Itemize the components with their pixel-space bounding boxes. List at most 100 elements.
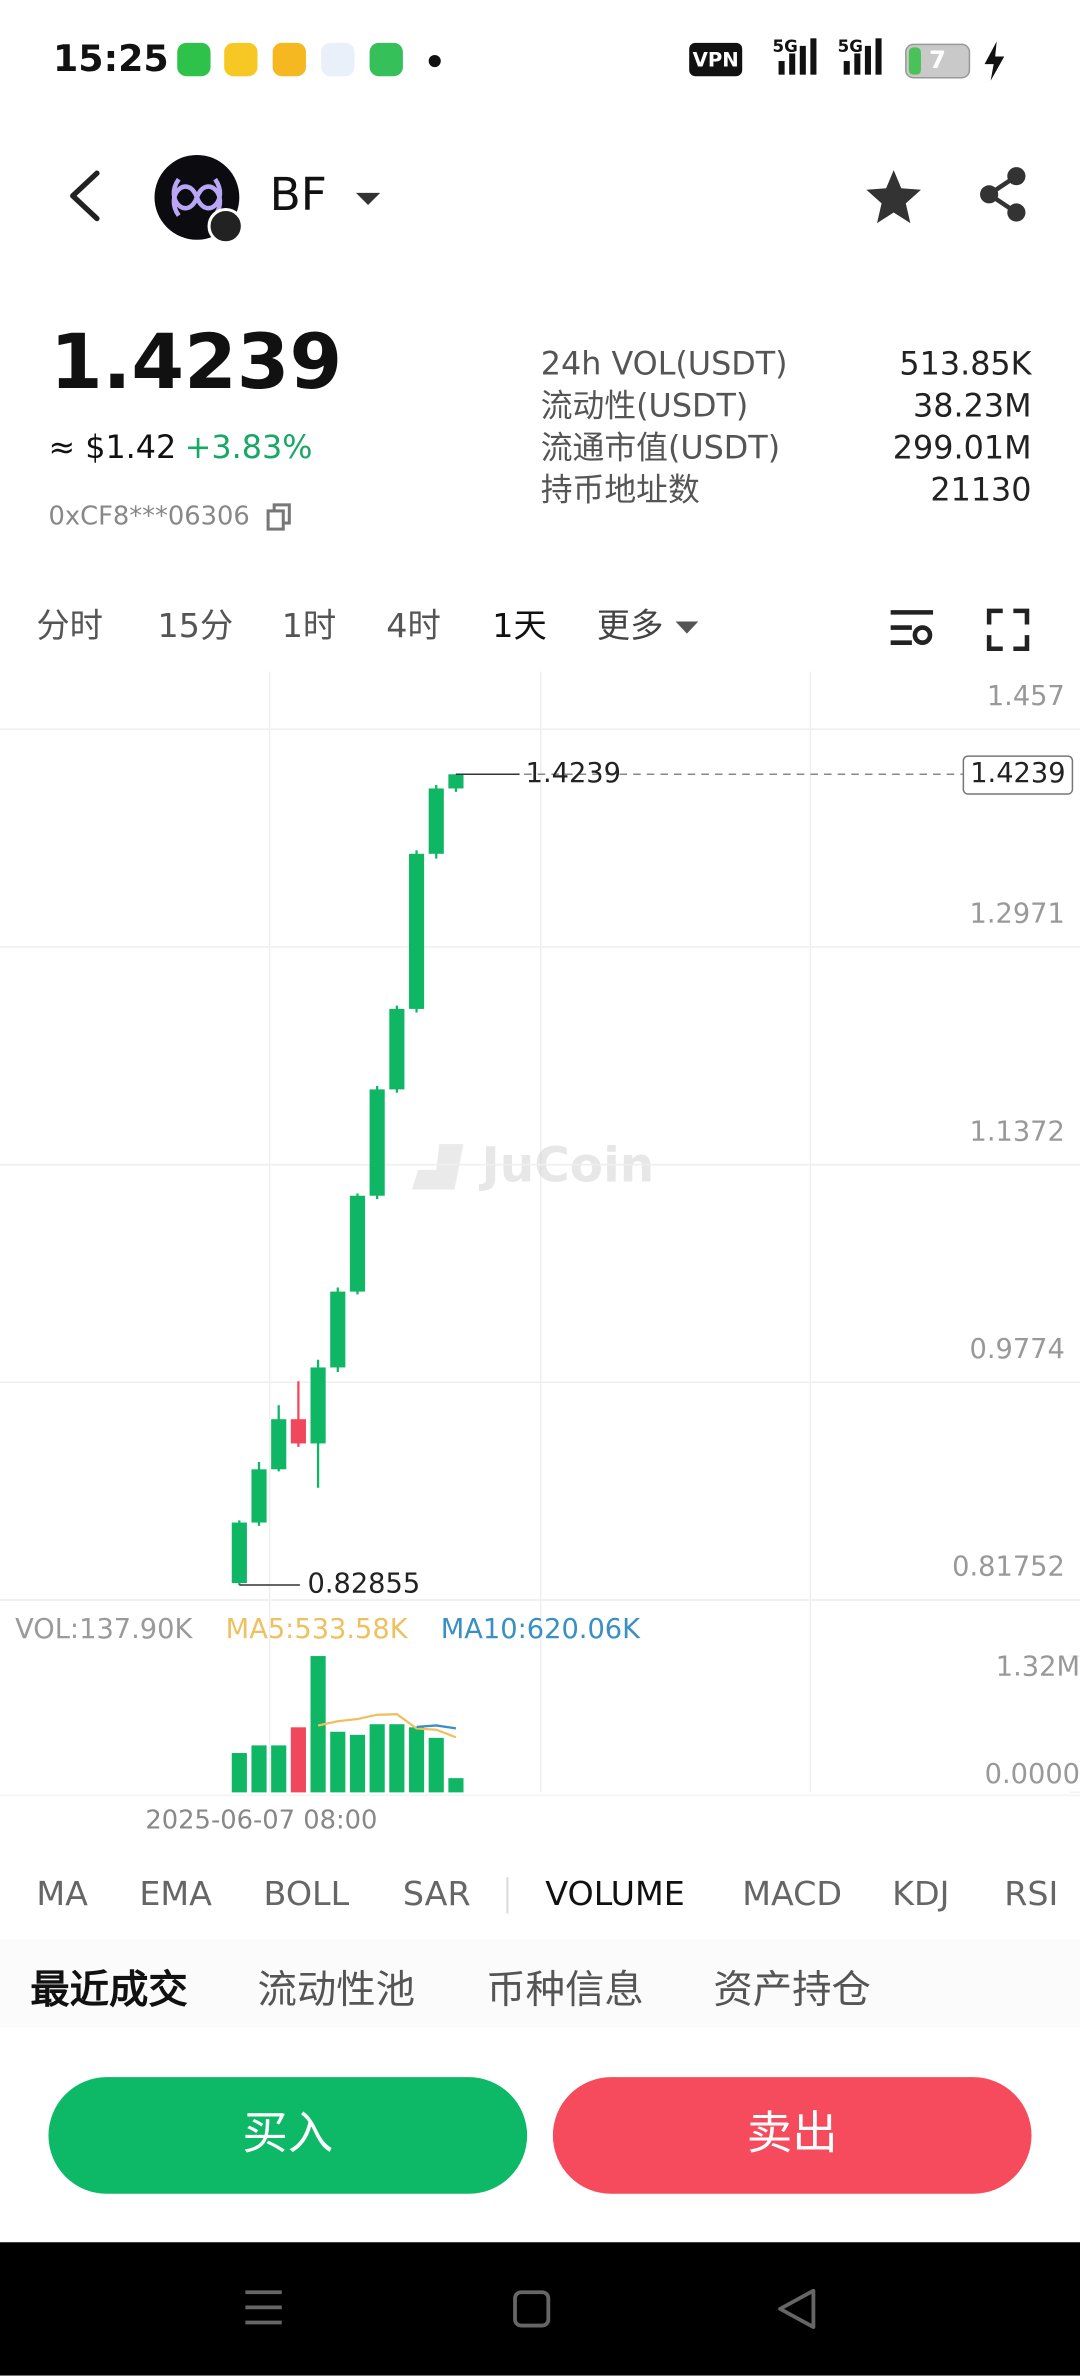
status-icon bbox=[177, 42, 211, 77]
interval-tab-active[interactable]: 1天 bbox=[492, 606, 547, 645]
status-time: 15:25 bbox=[53, 37, 169, 80]
legend-entry: MA10:620.06K bbox=[441, 1614, 641, 1645]
more-dropdown[interactable] bbox=[675, 621, 699, 634]
candle-body bbox=[428, 788, 444, 854]
low-label: 0.82855 bbox=[307, 1568, 420, 1599]
volume-bar bbox=[231, 1753, 247, 1793]
candle-body bbox=[271, 1419, 287, 1470]
volume-bar bbox=[448, 1778, 464, 1793]
signal-bar bbox=[875, 38, 882, 75]
vertical-grid bbox=[268, 671, 812, 1793]
buy-label[interactable]: 买入 bbox=[242, 2107, 333, 2160]
stat-label: 24h VOL(USDT) bbox=[541, 346, 788, 383]
stat-value: 299.01M bbox=[893, 429, 1032, 466]
copy-icon bbox=[266, 509, 285, 531]
interval-tabs: 分时 15分 1时 4时 1天 bbox=[36, 606, 546, 645]
high-label: 1.4239 bbox=[526, 758, 621, 789]
volume-bar bbox=[369, 1724, 385, 1793]
legend-entry: VOL:137.90K bbox=[15, 1614, 193, 1645]
favorite-button[interactable] bbox=[866, 170, 921, 224]
volume-bar bbox=[290, 1727, 306, 1793]
nav-bar bbox=[0, 2242, 1080, 2376]
candle-body bbox=[290, 1419, 306, 1444]
interval-tab[interactable]: 15分 bbox=[158, 606, 234, 645]
ma-line bbox=[416, 1724, 457, 1730]
info-tabs: 最近成交 流动性池 币种信息 资产持仓 bbox=[30, 1967, 871, 2013]
stat-label: 持币地址数 bbox=[541, 471, 700, 508]
sell-button[interactable] bbox=[552, 2077, 1032, 2194]
nav-back[interactable] bbox=[778, 2288, 816, 2329]
nav-home[interactable] bbox=[513, 2290, 551, 2328]
chart-settings-button[interactable] bbox=[890, 610, 934, 645]
info-tab[interactable]: 资产持仓 bbox=[713, 1967, 871, 2013]
share-button[interactable] bbox=[980, 167, 1026, 222]
charging-icon bbox=[984, 41, 1005, 81]
info-tab-active[interactable]: 最近成交 bbox=[30, 1967, 188, 2013]
last-price-tag bbox=[962, 755, 1074, 795]
sell-label[interactable]: 卖出 bbox=[747, 2107, 838, 2160]
volume-bar bbox=[389, 1724, 405, 1793]
status-icon bbox=[272, 42, 306, 77]
indicator-tab[interactable]: SAR bbox=[403, 1874, 471, 1913]
nav-menu[interactable] bbox=[245, 2290, 282, 2325]
indicator-tab[interactable]: KDJ bbox=[892, 1874, 949, 1913]
vpn-badge bbox=[689, 42, 743, 77]
stat-value: 21130 bbox=[930, 471, 1031, 508]
stat-value: 513.85K bbox=[899, 346, 1032, 383]
usd-price: ≈ $1.42 bbox=[48, 429, 176, 466]
fullscreen-button[interactable] bbox=[986, 608, 1030, 652]
indicator-tab[interactable]: BOLL bbox=[264, 1874, 350, 1913]
volume-bar bbox=[310, 1656, 326, 1793]
x-axis-date: 2025-06-07 08:00 bbox=[145, 1806, 377, 1836]
volume-bar bbox=[428, 1737, 444, 1793]
legend-entry: MA5:533.58K bbox=[226, 1614, 409, 1645]
indicator-tab-active[interactable]: VOLUME bbox=[545, 1874, 685, 1913]
last-price-label: 1.4239 bbox=[970, 758, 1065, 789]
volume-chart: 0.0000 1.32M VOL:137.90K MA5:533.58K MA10:62… bbox=[15, 1614, 1080, 1794]
status-icon bbox=[321, 42, 355, 77]
indicator-tab[interactable]: RSI bbox=[1004, 1874, 1058, 1913]
copy-button[interactable] bbox=[266, 503, 291, 531]
last-price: 1.4239 bbox=[50, 318, 342, 406]
signal bbox=[778, 38, 817, 75]
interval-tab[interactable]: 4时 bbox=[386, 606, 441, 645]
settings-lines bbox=[890, 610, 934, 645]
info-tab[interactable]: 币种信息 bbox=[486, 1967, 644, 2013]
interval-tab[interactable]: 分时 bbox=[36, 606, 103, 645]
status-icon bbox=[369, 42, 403, 77]
symbol-dropdown[interactable] bbox=[355, 192, 381, 205]
share-link bbox=[985, 174, 1018, 215]
interval-more[interactable]: 更多 bbox=[597, 606, 664, 645]
indicator-tab[interactable]: MA bbox=[36, 1874, 88, 1913]
battery-level bbox=[908, 47, 921, 75]
status-icon bbox=[224, 42, 258, 77]
volume-bar bbox=[349, 1734, 366, 1793]
back-button[interactable] bbox=[70, 170, 100, 222]
indicator-tab[interactable]: MACD bbox=[742, 1874, 842, 1913]
y-tick-label: 1.457 bbox=[987, 681, 1065, 712]
network-text: 5G bbox=[773, 37, 798, 56]
volume-bar bbox=[408, 1727, 425, 1793]
token-symbol[interactable]: BF bbox=[270, 168, 327, 221]
volume-bar bbox=[251, 1745, 267, 1793]
candle-body bbox=[330, 1291, 346, 1368]
signal bbox=[843, 38, 882, 75]
buy-button[interactable] bbox=[48, 2077, 528, 2194]
candle-body bbox=[448, 774, 464, 789]
battery bbox=[905, 43, 971, 79]
y-tick-label: 1.32M bbox=[996, 1652, 1080, 1683]
indicator-tab[interactable]: EMA bbox=[139, 1874, 212, 1913]
signal-bar bbox=[789, 53, 796, 75]
signal-bar bbox=[778, 61, 785, 75]
interval-tab[interactable]: 1时 bbox=[282, 606, 337, 645]
vpn-text: VPN bbox=[693, 49, 739, 72]
info-tab[interactable]: 流动性池 bbox=[258, 1967, 416, 2013]
candle-body bbox=[389, 1008, 405, 1090]
watermark-logo bbox=[412, 1144, 464, 1190]
signal-bar bbox=[843, 61, 850, 75]
y-tick-label: 0.81752 bbox=[952, 1552, 1065, 1583]
candle-body bbox=[251, 1469, 267, 1523]
